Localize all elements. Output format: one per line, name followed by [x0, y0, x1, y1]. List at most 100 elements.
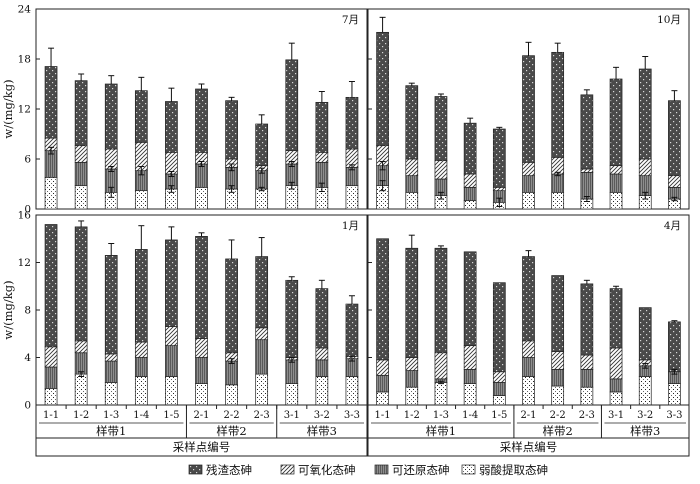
bar-residual-3-2 [315, 288, 329, 349]
error-bar-total-1-4 [138, 225, 145, 250]
bar-weak-acid-3-2 [638, 376, 652, 406]
bar-reducible-2-1 [195, 163, 208, 188]
error-bar-total-1-2 [78, 73, 85, 81]
legend-label-residual: 残渣态砷 [206, 463, 252, 477]
error-bar-1-3 [437, 380, 444, 385]
category-label-1-5: 1-5 [491, 410, 507, 421]
y-tick-label: 12 [18, 104, 31, 116]
bar-residual-1-1 [44, 224, 58, 348]
panel-2: 10月 [367, 8, 690, 210]
bar-reducible-1-2 [74, 352, 88, 375]
bar-weak-acid-1-3 [434, 382, 448, 406]
error-bar-2-3 [258, 167, 265, 174]
bar-weak-acid-2-3 [255, 373, 269, 406]
error-bar-total-1-3 [108, 75, 115, 84]
bar-weak-acid-3-3 [345, 376, 359, 406]
bar-weak-acid-2-1 [522, 191, 535, 210]
bar-reducible-2-1 [522, 357, 535, 377]
bar-residual-3-3 [345, 96, 359, 150]
bar-oxidizable-3-3 [668, 175, 681, 188]
bar-residual-1-4 [134, 249, 148, 343]
error-bar-total-1-1 [379, 16, 386, 33]
bar-weak-acid-3-1 [609, 391, 623, 406]
error-bar-total-2-3 [583, 89, 590, 95]
error-bar-total-1-4 [467, 117, 474, 124]
bar-weak-acid-2-3 [580, 386, 594, 406]
bar-residual-1-3 [104, 83, 118, 150]
category-label-1-1: 1-1 [43, 410, 59, 421]
category-label-2-2: 2-2 [224, 410, 240, 421]
error-bar-1-5 [168, 185, 175, 193]
category-label-1-1: 1-1 [375, 410, 391, 421]
bar-oxidizable-1-4 [463, 345, 477, 370]
bar-weak-acid-1-4 [463, 200, 477, 210]
category-axis-2: 1-1 1-2 1-3 1-4 1-5 2-1 2-2 2-3 3-1 3-2 3-3 样带1 样带2 样… [367, 404, 690, 457]
bar-oxidizable-1-2 [405, 357, 419, 371]
category-label-1-4: 1-4 [133, 410, 149, 421]
bar-residual-1-2 [405, 85, 419, 160]
y-tick-label: 18 [18, 54, 31, 66]
bar-oxidizable-3-1 [609, 347, 623, 380]
bar-reducible-1-5 [492, 382, 506, 396]
error-bar-3-3 [348, 164, 355, 171]
legend-item-residual: 残渣态砷 [188, 463, 252, 477]
bar-weak-acid-1-5 [492, 395, 506, 406]
bar-residual-2-3 [580, 94, 594, 170]
bar-oxidizable-2-3 [580, 354, 594, 370]
legend-swatch-weak-acid [461, 464, 476, 475]
bar-residual-3-1 [285, 279, 299, 358]
bar-oxidizable-1-5 [492, 371, 506, 383]
bar-weak-acid-1-4 [134, 190, 148, 210]
bar-oxidizable-2-2 [551, 351, 565, 370]
bar-residual-2-3 [580, 283, 594, 356]
y-tick-label: 6 [24, 154, 31, 166]
bar-residual-1-2 [74, 80, 88, 147]
belt-label-样带1: 样带1 [96, 424, 126, 438]
bar-residual-1-2 [405, 247, 419, 358]
bar-weak-acid-1-3 [104, 382, 118, 406]
bar-weak-acid-3-3 [668, 383, 681, 406]
bar-residual-1-5 [165, 239, 178, 327]
bar-weak-acid-2-2 [551, 191, 565, 210]
error-bar-2-2 [228, 358, 235, 364]
error-bar-2-3 [583, 196, 590, 202]
error-bar-2-2 [228, 185, 235, 193]
category-label-3-1: 3-1 [608, 410, 624, 421]
error-bar-1-3 [108, 186, 115, 198]
belt-label-样带2: 样带2 [216, 424, 246, 438]
bar-reducible-1-1 [376, 374, 389, 393]
bar-reducible-2-3 [580, 369, 594, 388]
bar-oxidizable-1-2 [74, 145, 88, 163]
error-bar-3-3 [348, 355, 355, 362]
bar-reducible-1-2 [405, 175, 419, 193]
error-bar-3-2 [318, 182, 325, 192]
error-bar-total-1-1 [48, 47, 55, 67]
bar-residual-2-3 [255, 256, 269, 329]
error-bar-total-2-2 [554, 42, 561, 53]
bar-residual-3-2 [638, 307, 652, 361]
bar-residual-3-3 [668, 321, 681, 373]
bar-weak-acid-2-1 [195, 186, 208, 210]
bar-weak-acid-1-2 [74, 373, 88, 406]
error-bar-total-1-4 [138, 76, 145, 91]
bar-reducible-1-3 [104, 360, 118, 383]
error-bar-total-1-3 [437, 245, 444, 249]
bar-residual-2-2 [551, 51, 565, 158]
error-bar-1-3 [437, 191, 444, 200]
category-axis-frame [35, 404, 368, 457]
category-label-1-2: 1-2 [404, 410, 420, 421]
legend: 残渣态砷 可氧化态砷 可还原态砷 弱酸提取态砷 [188, 463, 548, 477]
error-bar-2-2 [228, 163, 235, 172]
bar-reducible-2-2 [225, 360, 238, 386]
bar-oxidizable-1-2 [74, 340, 88, 354]
bar-weak-acid-1-5 [165, 376, 178, 406]
category-label-2-3: 2-3 [579, 410, 595, 421]
panel-1: 0 6 12 18 24 w/(mg/kg) 7月 [1, 4, 368, 216]
bar-residual-1-4 [134, 90, 148, 143]
y-tick-label: 8 [24, 305, 31, 317]
bar-residual-1-3 [104, 255, 118, 355]
category-label-1-3: 1-3 [103, 410, 119, 421]
bar-reducible-3-1 [609, 173, 623, 193]
bar-weak-acid-2-1 [195, 383, 208, 406]
